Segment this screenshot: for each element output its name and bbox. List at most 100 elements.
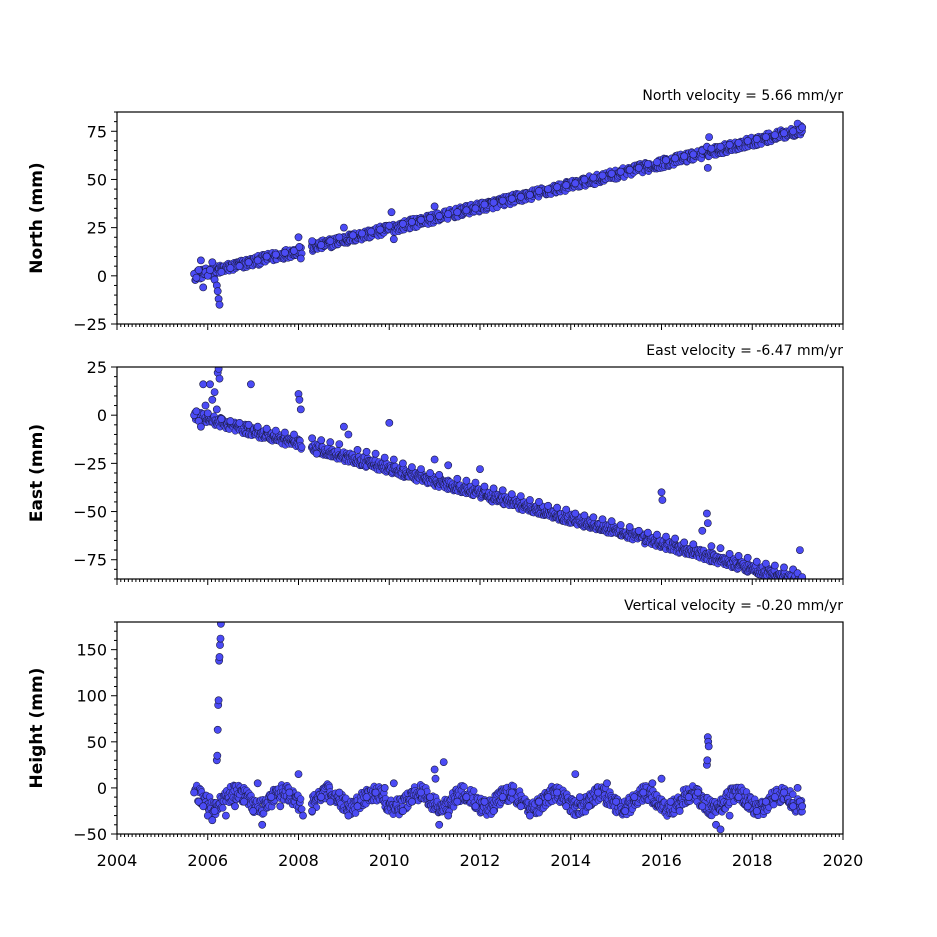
east-point — [798, 573, 807, 579]
east-point — [192, 407, 201, 416]
north-point — [616, 167, 625, 176]
north-point — [535, 187, 543, 195]
east-point — [280, 428, 289, 437]
height-point — [210, 807, 219, 815]
height-point — [453, 797, 462, 806]
height-point — [444, 811, 453, 820]
height-point — [217, 622, 225, 628]
east-point — [253, 422, 262, 431]
height-point — [276, 802, 285, 811]
north-point — [326, 237, 335, 245]
east-point — [703, 519, 712, 527]
north-point — [271, 250, 280, 259]
east-point — [296, 405, 305, 414]
east-point — [295, 395, 304, 404]
height-point — [249, 807, 257, 815]
height-point — [260, 809, 268, 818]
height-point — [344, 811, 353, 820]
north-point — [653, 158, 661, 166]
east-point — [210, 388, 219, 396]
north-point — [789, 127, 797, 136]
east-ytick-label: 0 — [97, 406, 107, 425]
height-point — [253, 779, 262, 788]
east-point — [589, 513, 598, 522]
height-point — [215, 653, 224, 661]
east-point-cloud — [191, 407, 806, 589]
east-point — [235, 418, 244, 427]
east-point — [644, 528, 652, 537]
east-point — [476, 465, 484, 473]
east-point — [271, 426, 280, 435]
height-ytick-label: −50 — [73, 825, 107, 844]
east-point — [798, 582, 805, 589]
north-point — [607, 169, 616, 178]
north-point — [196, 256, 205, 265]
height-point — [535, 797, 543, 806]
east-point — [246, 380, 255, 389]
north-point — [734, 138, 743, 147]
height-panel: −50 0 50 100 150 2004 2006 2008 2010 2012 2014 2016… — [27, 598, 863, 870]
north-point — [213, 287, 222, 296]
height-xtick-label: 2006 — [187, 851, 228, 870]
height-point — [352, 809, 360, 817]
east-point — [353, 445, 362, 454]
east-point — [680, 538, 689, 547]
north-data-points — [190, 119, 807, 309]
height-point — [199, 802, 208, 811]
east-point — [471, 478, 480, 487]
east-point — [217, 415, 226, 423]
east-ytick-label: 25 — [87, 358, 107, 377]
height-point — [190, 788, 198, 797]
east-point — [389, 455, 398, 464]
height-point — [704, 742, 713, 751]
height-point — [657, 774, 666, 783]
east-point — [308, 434, 316, 443]
east-point — [398, 459, 407, 468]
height-point — [298, 805, 306, 813]
height-point — [793, 784, 802, 792]
north-point — [235, 262, 244, 271]
height-point — [489, 807, 498, 815]
north-point — [206, 266, 214, 274]
east-point — [535, 497, 543, 506]
north-point — [580, 175, 589, 184]
east-point — [794, 581, 801, 588]
height-point — [460, 782, 468, 791]
height-velocity-label: Vertical velocity = -0.20 mm/yr — [624, 598, 843, 614]
north-point — [426, 214, 434, 222]
height-point — [585, 802, 593, 811]
north-point — [296, 254, 305, 263]
height-point — [798, 802, 807, 811]
east-point — [796, 546, 804, 554]
east-point — [580, 511, 589, 520]
north-ylabel: North (mm) — [27, 162, 47, 273]
height-point — [208, 816, 217, 825]
north-point — [290, 246, 298, 255]
east-point — [653, 530, 661, 539]
east-point — [196, 422, 205, 431]
height-point — [789, 790, 797, 798]
height-ylabel: Height (mm) — [27, 668, 47, 789]
north-point — [280, 248, 289, 257]
north-point — [544, 185, 552, 193]
north-point — [208, 258, 217, 267]
east-point — [793, 581, 800, 588]
height-point — [630, 793, 639, 801]
height-point — [213, 725, 222, 734]
north-point — [680, 152, 689, 161]
north-point — [471, 204, 480, 213]
north-point — [498, 196, 507, 205]
east-point — [385, 418, 394, 427]
east-point — [417, 465, 425, 473]
height-point — [371, 788, 380, 797]
east-point — [362, 447, 371, 456]
height-point — [507, 788, 516, 797]
height-point — [353, 802, 362, 811]
east-ytick-label: −25 — [73, 454, 107, 473]
height-point — [431, 774, 440, 783]
east-point — [212, 405, 221, 414]
east-point — [435, 470, 444, 479]
north-point — [752, 135, 761, 143]
height-point — [470, 787, 478, 795]
north-point — [453, 208, 462, 217]
